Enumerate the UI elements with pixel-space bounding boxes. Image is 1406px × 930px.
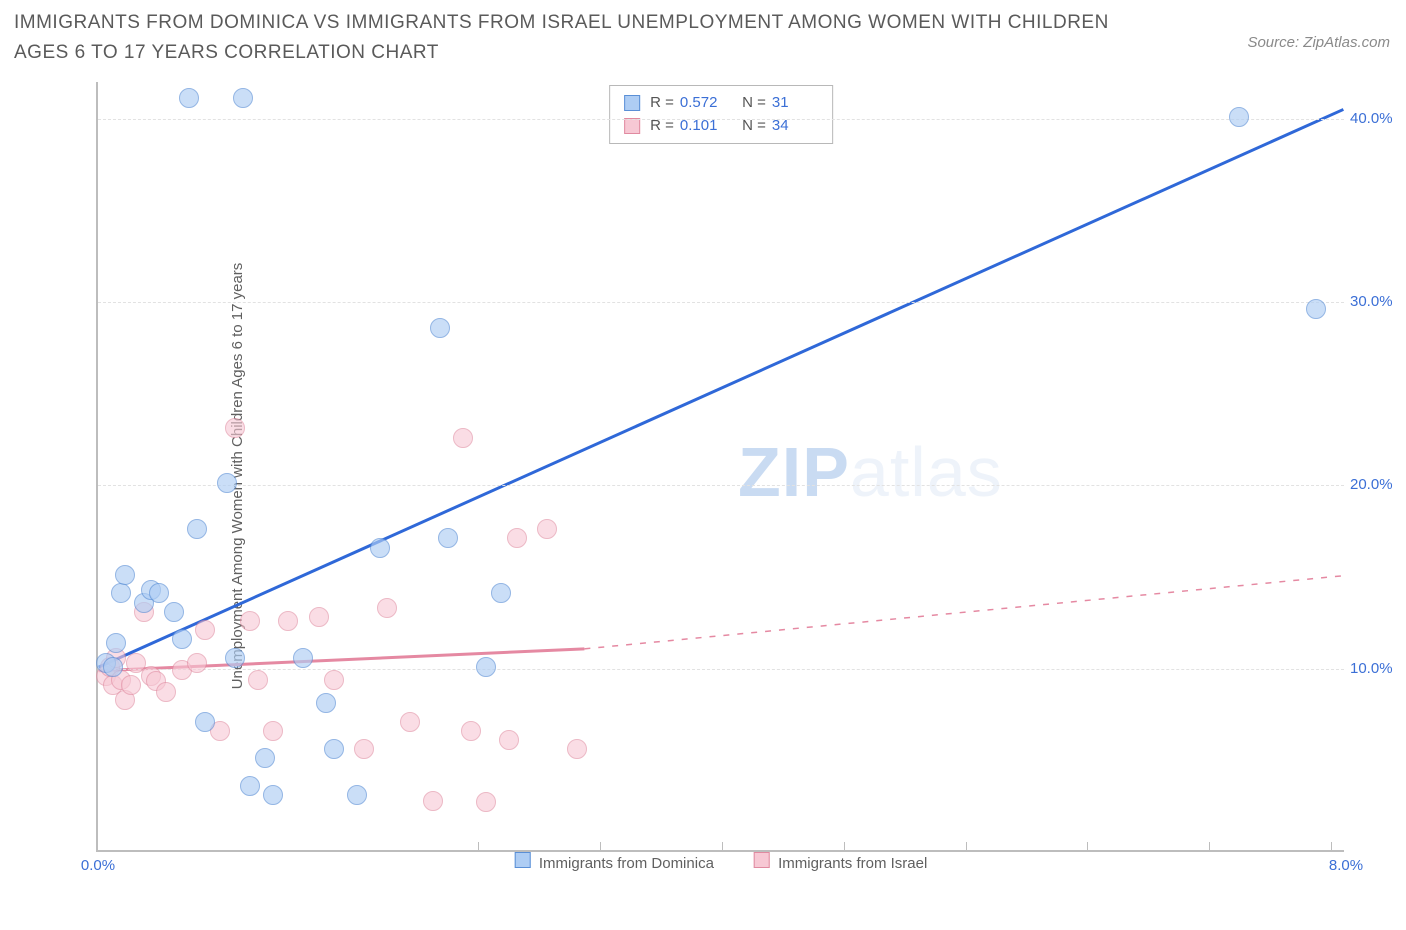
scatter-point-dominica — [491, 583, 511, 603]
y-tick-label: 40.0% — [1350, 110, 1402, 127]
legend-label-israel: Immigrants from Israel — [778, 855, 927, 872]
stats-box: R = 0.572 N = 31 R = 0.101 N = 34 — [609, 85, 833, 144]
scatter-point-dominica — [263, 785, 283, 805]
scatter-point-dominica — [430, 318, 450, 338]
scatter-point-israel — [263, 721, 283, 741]
scatter-point-dominica — [324, 739, 344, 759]
scatter-point-israel — [377, 598, 397, 618]
scatter-point-dominica — [240, 776, 260, 796]
scatter-point-israel — [453, 428, 473, 448]
x-tick-label: 8.0% — [1329, 857, 1363, 874]
scatter-point-dominica — [106, 633, 126, 653]
scatter-point-dominica — [164, 602, 184, 622]
stat-n-label: N = — [742, 92, 766, 115]
watermark-atlas: atlas — [850, 433, 1003, 511]
source-label: Source: ZipAtlas.com — [1247, 34, 1390, 51]
scatter-point-israel — [195, 620, 215, 640]
watermark-zip: ZIP — [738, 433, 850, 511]
y-tick-label: 20.0% — [1350, 476, 1402, 493]
scatter-point-israel — [461, 721, 481, 741]
scatter-point-israel — [499, 730, 519, 750]
gridline — [98, 302, 1344, 303]
scatter-point-israel — [156, 682, 176, 702]
scatter-point-dominica — [438, 528, 458, 548]
scatter-point-israel — [225, 418, 245, 438]
legend-label-dominica: Immigrants from Dominica — [539, 855, 714, 872]
x-tick — [1331, 842, 1332, 850]
gridline — [98, 669, 1344, 670]
stat-n-dominica: 31 — [772, 92, 818, 115]
x-tick-label: 0.0% — [81, 857, 115, 874]
scatter-point-israel — [354, 739, 374, 759]
y-tick-label: 30.0% — [1350, 293, 1402, 310]
scatter-point-israel — [278, 611, 298, 631]
scatter-point-israel — [240, 611, 260, 631]
scatter-point-dominica — [233, 88, 253, 108]
scatter-point-israel — [476, 792, 496, 812]
plot-region: ZIPatlas R = 0.572 N = 31 R = 0.101 N = … — [96, 82, 1344, 852]
swatch-israel — [624, 118, 640, 134]
swatch-israel — [754, 852, 770, 868]
trend-lines — [98, 82, 1344, 850]
scatter-point-israel — [324, 670, 344, 690]
scatter-point-dominica — [111, 583, 131, 603]
scatter-point-israel — [309, 607, 329, 627]
scatter-point-israel — [248, 670, 268, 690]
legend-item-israel: Immigrants from Israel — [754, 852, 927, 872]
scatter-point-dominica — [293, 648, 313, 668]
scatter-point-israel — [121, 675, 141, 695]
x-tick — [478, 842, 479, 850]
chart-title: IMMIGRANTS FROM DOMINICA VS IMMIGRANTS F… — [14, 8, 1126, 69]
swatch-dominica — [624, 95, 640, 111]
chart-area: Unemployment Among Women with Children A… — [72, 82, 1362, 870]
scatter-point-dominica — [172, 629, 192, 649]
x-tick — [844, 842, 845, 850]
scatter-point-israel — [423, 791, 443, 811]
scatter-point-israel — [567, 739, 587, 759]
scatter-point-dominica — [103, 657, 123, 677]
scatter-point-israel — [187, 653, 207, 673]
scatter-point-israel — [507, 528, 527, 548]
x-tick — [1087, 842, 1088, 850]
bottom-legend: Immigrants from Dominica Immigrants from… — [515, 852, 928, 872]
scatter-point-dominica — [1229, 107, 1249, 127]
stat-r-label: R = — [650, 92, 674, 115]
scatter-point-dominica — [149, 583, 169, 603]
scatter-point-dominica — [316, 693, 336, 713]
scatter-point-israel — [537, 519, 557, 539]
swatch-dominica — [515, 852, 531, 868]
stats-row-dominica: R = 0.572 N = 31 — [624, 92, 818, 115]
scatter-point-dominica — [370, 538, 390, 558]
gridline — [98, 485, 1344, 486]
scatter-point-dominica — [1306, 299, 1326, 319]
x-tick — [722, 842, 723, 850]
scatter-point-dominica — [187, 519, 207, 539]
stat-r-dominica: 0.572 — [680, 92, 726, 115]
scatter-point-dominica — [217, 473, 237, 493]
scatter-point-dominica — [476, 657, 496, 677]
scatter-point-dominica — [225, 648, 245, 668]
y-tick-label: 10.0% — [1350, 660, 1402, 677]
scatter-point-dominica — [255, 748, 275, 768]
watermark: ZIPatlas — [738, 432, 1003, 512]
scatter-point-israel — [400, 712, 420, 732]
gridline — [98, 119, 1344, 120]
scatter-point-dominica — [115, 565, 135, 585]
x-tick — [966, 842, 967, 850]
legend-item-dominica: Immigrants from Dominica — [515, 852, 714, 872]
scatter-point-dominica — [179, 88, 199, 108]
scatter-point-dominica — [347, 785, 367, 805]
x-tick — [600, 842, 601, 850]
x-tick — [1209, 842, 1210, 850]
scatter-point-dominica — [195, 712, 215, 732]
